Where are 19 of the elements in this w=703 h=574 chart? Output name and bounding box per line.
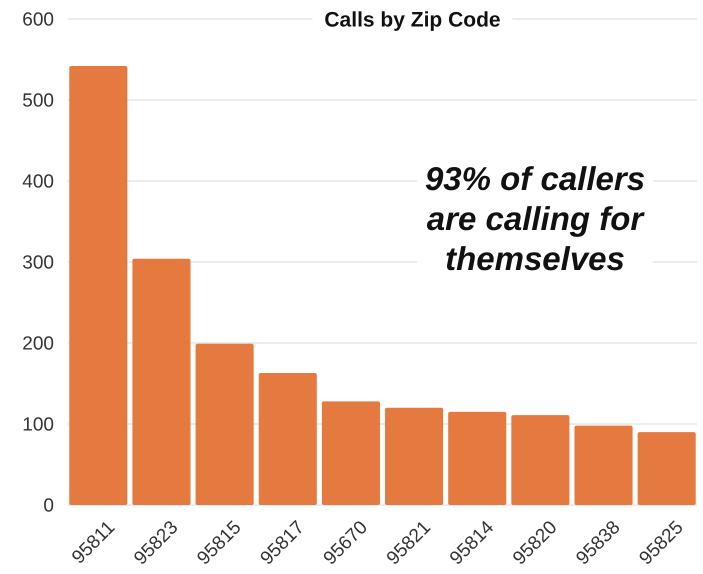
y-tick-label: 200 — [22, 334, 54, 355]
y-tick-label: 600 — [22, 10, 54, 31]
bar — [258, 372, 317, 505]
bar — [196, 344, 254, 505]
y-tick-label: 300 — [22, 252, 54, 274]
y-tick-label: 100 — [22, 414, 54, 436]
bar — [69, 66, 128, 505]
bar — [574, 426, 633, 505]
y-tick-label: 500 — [22, 90, 54, 112]
bar — [511, 415, 570, 505]
chart-title: Calls by Zip Code — [324, 8, 501, 32]
bar — [132, 258, 191, 505]
bar — [385, 408, 444, 505]
bar — [322, 401, 380, 505]
bar — [448, 412, 506, 505]
y-tick-label: 0 — [43, 496, 54, 517]
annotation: 93% of callers are calling for themselves — [424, 160, 646, 277]
y-tick-label: 400 — [22, 172, 54, 193]
bar — [638, 432, 696, 505]
